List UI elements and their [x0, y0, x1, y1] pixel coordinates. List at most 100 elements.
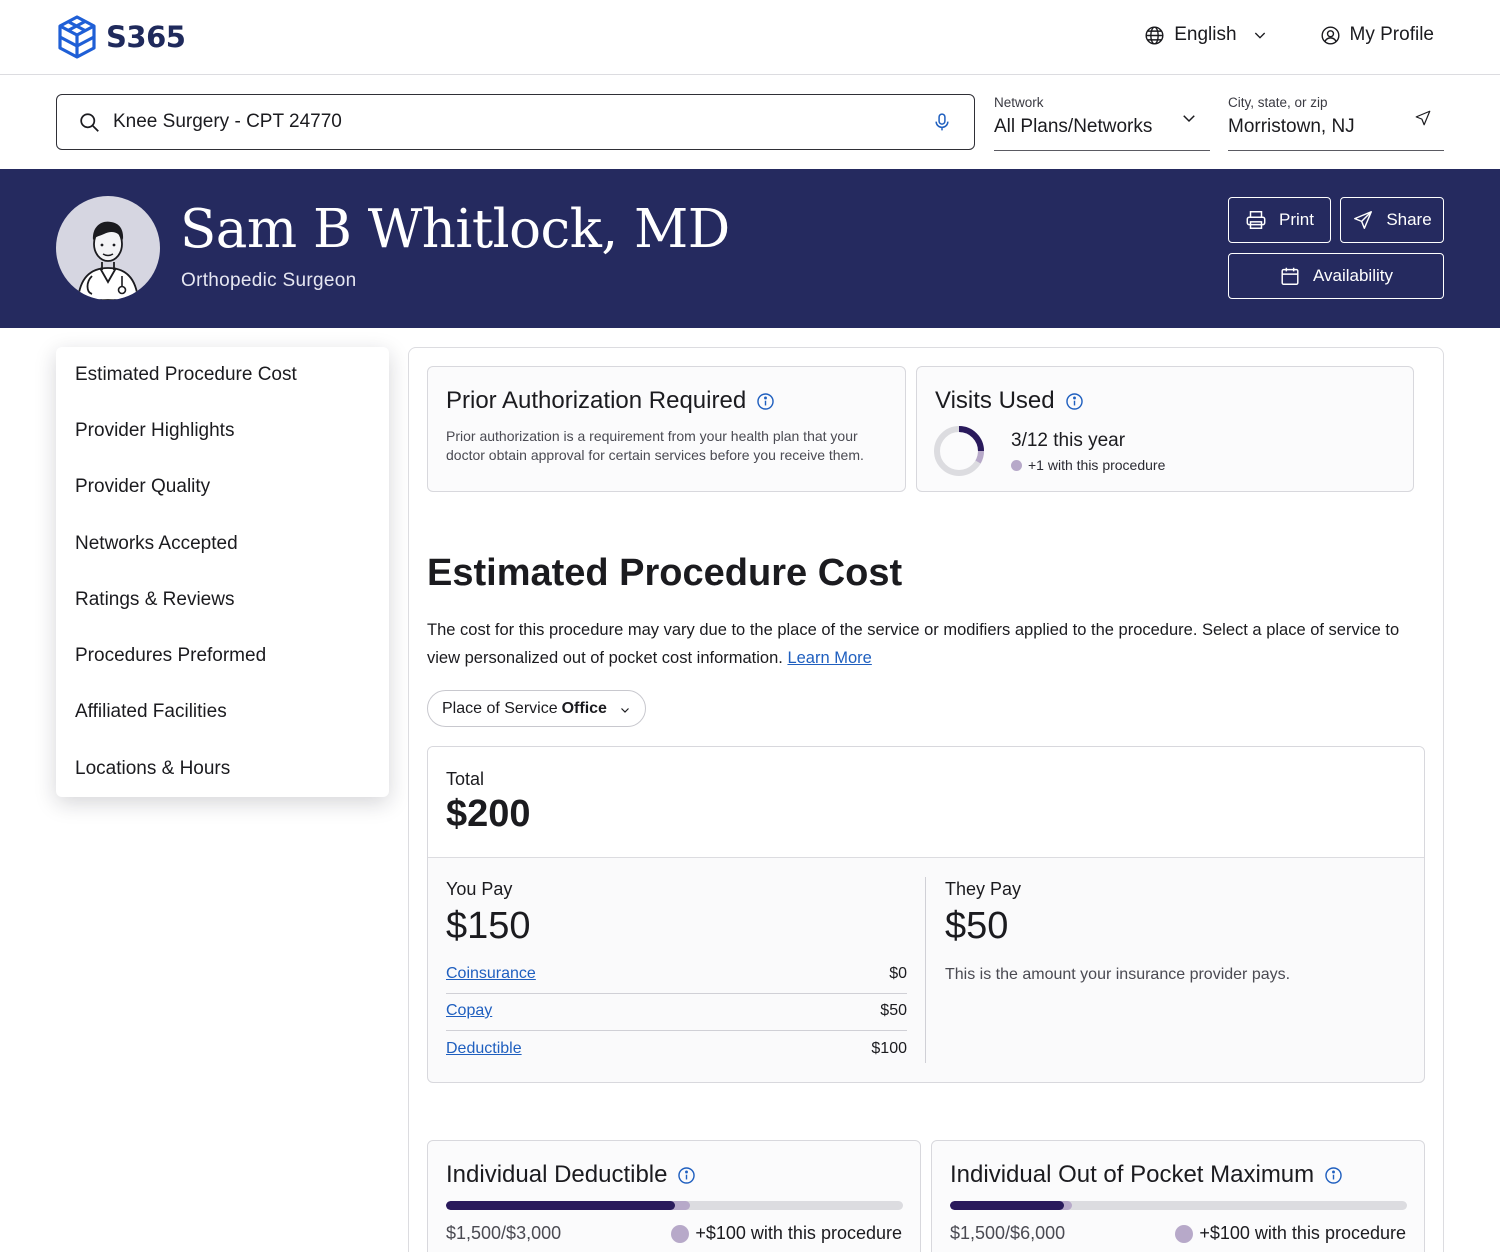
- calendar-icon: [1281, 267, 1299, 285]
- printer-icon: [1246, 211, 1266, 229]
- profile-label: My Profile: [1349, 24, 1434, 45]
- oop-note-row: +$100 with this procedure: [1175, 1223, 1406, 1244]
- coinsurance-value: $0: [889, 965, 907, 982]
- deductible-note-row: +$100 with this procedure: [671, 1223, 902, 1244]
- oop-title: Individual Out of Pocket Maximum: [950, 1161, 1315, 1188]
- main-content: Prior Authorization Required Prior autho…: [408, 347, 1444, 1252]
- network-value: All Plans/Networks: [994, 116, 1153, 137]
- deductible-amount: $1,500/$3,000: [446, 1223, 562, 1243]
- microphone-icon[interactable]: [932, 111, 952, 133]
- place-of-service-select[interactable]: Place of Service Office: [427, 690, 646, 727]
- nav-networks-accepted[interactable]: Networks Accepted: [75, 533, 238, 554]
- total-label: Total: [446, 769, 485, 789]
- copay-link[interactable]: Copay: [446, 1002, 493, 1019]
- provider-avatar: [56, 196, 160, 300]
- availability-label: Availability: [1312, 266, 1393, 285]
- city-label: City, state, or zip: [1228, 95, 1328, 110]
- search-row: Network All Plans/Networks City, state, …: [0, 75, 1500, 169]
- nav-procedures-performed[interactable]: Procedures Preformed: [75, 645, 267, 666]
- language-selector[interactable]: English: [1144, 24, 1267, 46]
- city-value: Morristown, NJ: [1228, 116, 1355, 137]
- visits-summary: 3/12 this year: [1011, 430, 1126, 451]
- place-of-service-value: Office: [561, 699, 607, 717]
- network-label: Network: [994, 95, 1044, 110]
- deductible-link[interactable]: Deductible: [446, 1040, 522, 1057]
- deductible-progress-used: [446, 1201, 675, 1210]
- cost-breakdown-card: Total $200 You Pay $150 Coinsurance $0 C…: [427, 746, 1425, 1083]
- visits-ring-used: [934, 426, 984, 476]
- search-box[interactable]: [56, 94, 975, 150]
- deductible-note: +$100 with this procedure: [695, 1223, 902, 1243]
- search-icon: [80, 113, 99, 132]
- brand-name: S365: [106, 20, 186, 54]
- info-icon[interactable]: [677, 1166, 696, 1185]
- visits-progress-ring: [934, 426, 984, 476]
- info-icon[interactable]: [756, 392, 775, 411]
- nav-estimated-procedure-cost[interactable]: Estimated Procedure Cost: [75, 364, 297, 385]
- learn-more-link[interactable]: Learn More: [787, 649, 872, 667]
- share-label: Share: [1386, 210, 1432, 229]
- user-circle-icon: [1321, 25, 1340, 45]
- chevron-down-icon: [621, 708, 629, 713]
- nav-provider-highlights[interactable]: Provider Highlights: [75, 420, 235, 441]
- prior-auth-title: Prior Authorization Required: [446, 387, 747, 414]
- you-pay-value: $150: [446, 905, 531, 947]
- visits-used-card: Visits Used 3/12 this year +1 with this …: [916, 366, 1414, 492]
- copay-value: $50: [880, 1002, 907, 1019]
- oop-amount: $1,500/$6,000: [950, 1223, 1066, 1243]
- individual-deductible-card: Individual Deductible $1,500/$3,000 +$10…: [427, 1140, 921, 1252]
- visits-title: Visits Used: [935, 387, 1055, 414]
- network-select[interactable]: Network All Plans/Networks: [994, 95, 1210, 151]
- location-field[interactable]: City, state, or zip Morristown, NJ: [1228, 95, 1444, 151]
- print-button[interactable]: Print: [1228, 197, 1331, 243]
- info-icon[interactable]: [1324, 1166, 1343, 1185]
- coinsurance-link[interactable]: Coinsurance: [446, 965, 536, 982]
- visits-note: +1 with this procedure: [1028, 457, 1166, 473]
- cost-description-text: The cost for this procedure may vary due…: [427, 621, 1400, 667]
- provider-name: Sam B Whitlock, MD: [180, 199, 730, 260]
- logo[interactable]: S365: [56, 14, 186, 60]
- my-profile-link[interactable]: My Profile: [1320, 24, 1434, 46]
- row-divider: [446, 993, 907, 994]
- provider-specialty: Orthopedic Surgeon: [181, 270, 357, 291]
- print-label: Print: [1279, 210, 1314, 229]
- out-of-pocket-max-card: Individual Out of Pocket Maximum $1,500/…: [931, 1140, 1425, 1252]
- doctor-illustration-icon: [77, 221, 139, 300]
- location-arrow-icon[interactable]: [1414, 109, 1432, 127]
- total-value: $200: [446, 793, 531, 835]
- visits-heading: Visits Used: [935, 387, 1084, 415]
- provider-header: Sam B Whitlock, MD Orthopedic Surgeon Pr…: [0, 169, 1500, 328]
- oop-progress-used: [950, 1201, 1065, 1210]
- deductible-value: $100: [871, 1040, 907, 1057]
- they-pay-label: They Pay: [945, 879, 1022, 899]
- send-arrow-icon: [1354, 211, 1373, 229]
- chevron-down-icon: [1254, 32, 1265, 39]
- cost-row-deductible: Deductible $100: [446, 1032, 907, 1069]
- info-icon[interactable]: [1065, 392, 1084, 411]
- added-legend-dot: [671, 1224, 690, 1243]
- deductible-title: Individual Deductible: [446, 1161, 668, 1188]
- oop-progress-bar: [950, 1201, 1407, 1210]
- added-legend-dot: [1011, 459, 1022, 471]
- availability-button[interactable]: Availability: [1228, 253, 1444, 299]
- cost-row-coinsurance: Coinsurance $0: [446, 957, 907, 994]
- top-bar: S365 English My Profile: [0, 0, 1500, 75]
- nav-provider-quality[interactable]: Provider Quality: [75, 476, 211, 497]
- nav-ratings-reviews[interactable]: Ratings & Reviews: [75, 589, 235, 610]
- oop-heading: Individual Out of Pocket Maximum: [950, 1161, 1343, 1189]
- nav-locations-hours[interactable]: Locations & Hours: [75, 758, 231, 779]
- place-of-service-prefix: Place of Service: [442, 699, 558, 717]
- they-pay-value: $50: [945, 905, 1009, 947]
- deductible-heading: Individual Deductible: [446, 1161, 696, 1189]
- row-divider: [446, 1030, 907, 1031]
- visits-note-row: +1 with this procedure: [1011, 457, 1165, 473]
- section-nav: Estimated Procedure Cost Provider Highli…: [56, 347, 389, 797]
- oop-note: +$100 with this procedure: [1199, 1223, 1406, 1243]
- search-input[interactable]: [113, 107, 913, 137]
- nav-affiliated-facilities[interactable]: Affiliated Facilities: [75, 701, 227, 722]
- cost-total-section: Total $200: [428, 747, 1424, 858]
- added-legend-dot: [1175, 1224, 1194, 1243]
- they-pay-description: This is the amount your insurance provid…: [945, 966, 1291, 983]
- share-button[interactable]: Share: [1340, 197, 1444, 243]
- prior-authorization-card: Prior Authorization Required Prior autho…: [427, 366, 906, 492]
